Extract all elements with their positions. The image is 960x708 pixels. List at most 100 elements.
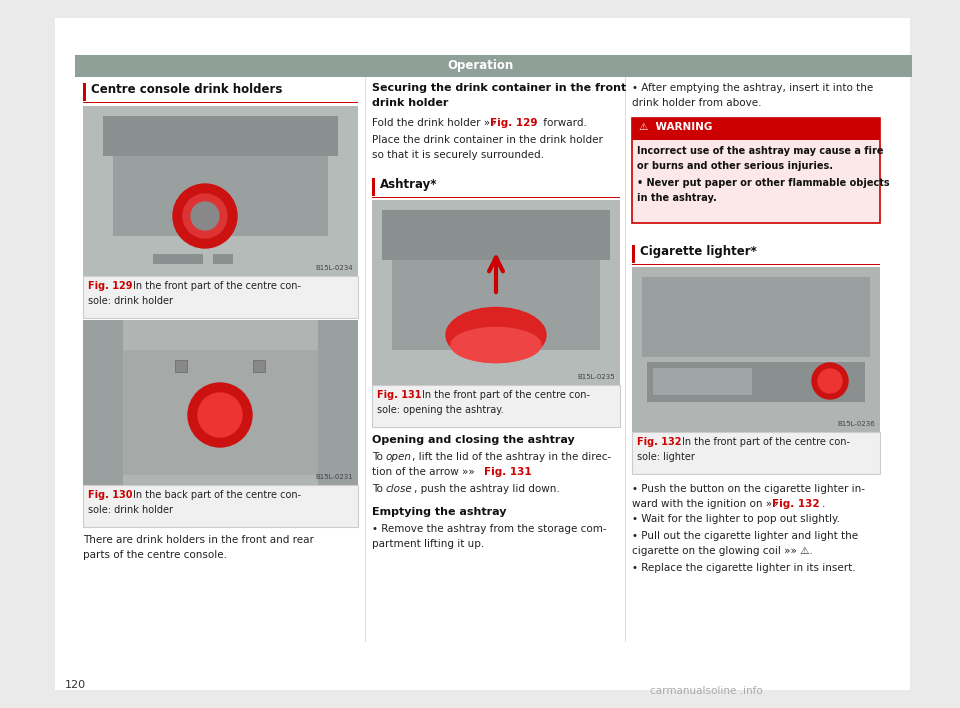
- Circle shape: [191, 202, 219, 230]
- Bar: [153, 254, 203, 264]
- Ellipse shape: [446, 307, 546, 362]
- Bar: [213, 254, 233, 264]
- Bar: [632, 118, 880, 223]
- Text: sole: lighter: sole: lighter: [637, 452, 695, 462]
- Text: In the front part of the centre con-: In the front part of the centre con-: [133, 281, 301, 291]
- Text: There are drink holders in the front and rear: There are drink holders in the front and…: [83, 535, 314, 545]
- Bar: [365, 77, 366, 642]
- Bar: [372, 197, 620, 198]
- Bar: [83, 320, 358, 485]
- Ellipse shape: [451, 328, 541, 362]
- Text: forward.: forward.: [540, 118, 587, 128]
- Text: parts of the centre console.: parts of the centre console.: [83, 550, 227, 560]
- Bar: [83, 320, 123, 485]
- Text: Operation: Operation: [446, 59, 514, 72]
- Bar: [642, 277, 870, 357]
- Text: • Push the button on the cigarette lighter in-: • Push the button on the cigarette light…: [632, 484, 865, 494]
- Text: B15L-0236: B15L-0236: [837, 421, 875, 427]
- Text: .: .: [822, 499, 826, 509]
- Bar: [253, 360, 265, 372]
- Text: To: To: [372, 452, 386, 462]
- Text: Fig. 131: Fig. 131: [484, 467, 532, 477]
- Bar: [318, 320, 358, 485]
- Text: Securing the drink container in the front: Securing the drink container in the fron…: [372, 83, 626, 93]
- Text: Emptying the ashtray: Emptying the ashtray: [372, 507, 507, 517]
- Bar: [83, 102, 358, 103]
- Text: in the ashtray.: in the ashtray.: [637, 193, 717, 203]
- Bar: [372, 200, 620, 385]
- Text: ⚠  WARNING: ⚠ WARNING: [639, 122, 712, 132]
- Text: Fig. 131: Fig. 131: [377, 390, 421, 400]
- Text: Incorrect use of the ashtray may cause a fire: Incorrect use of the ashtray may cause a…: [637, 146, 883, 156]
- Text: Centre console drink holders: Centre console drink holders: [91, 83, 282, 96]
- Text: so that it is securely surrounded.: so that it is securely surrounded.: [372, 150, 544, 160]
- Text: To: To: [372, 484, 386, 494]
- Text: close: close: [386, 484, 413, 494]
- Bar: [632, 267, 880, 432]
- Text: , push the ashtray lid down.: , push the ashtray lid down.: [414, 484, 560, 494]
- Text: • Remove the ashtray from the storage com-: • Remove the ashtray from the storage co…: [372, 524, 607, 534]
- Bar: [372, 178, 375, 196]
- Circle shape: [812, 363, 848, 399]
- Text: open: open: [386, 452, 412, 462]
- Text: or burns and other serious injuries.: or burns and other serious injuries.: [637, 161, 833, 171]
- Text: • Replace the cigarette lighter in its insert.: • Replace the cigarette lighter in its i…: [632, 563, 855, 573]
- Text: Fig. 132: Fig. 132: [637, 437, 682, 447]
- Circle shape: [183, 194, 227, 238]
- Bar: [83, 485, 358, 527]
- Text: Opening and closing the ashtray: Opening and closing the ashtray: [372, 435, 575, 445]
- Bar: [83, 83, 86, 101]
- Bar: [632, 432, 880, 474]
- Text: Fig. 132: Fig. 132: [772, 499, 820, 509]
- Text: • Pull out the cigarette lighter and light the: • Pull out the cigarette lighter and lig…: [632, 531, 858, 541]
- Bar: [382, 210, 610, 260]
- Bar: [625, 77, 626, 642]
- Bar: [113, 156, 328, 236]
- Circle shape: [173, 184, 237, 248]
- Bar: [392, 260, 600, 350]
- Bar: [652, 367, 752, 395]
- Bar: [83, 106, 358, 276]
- Text: B15L-0231: B15L-0231: [315, 474, 353, 480]
- Text: B15L-0235: B15L-0235: [577, 374, 615, 380]
- Circle shape: [188, 383, 252, 447]
- Text: drink holder from above.: drink holder from above.: [632, 98, 761, 108]
- Text: carmanualsoline .info: carmanualsoline .info: [650, 686, 763, 696]
- Bar: [75, 55, 912, 77]
- Bar: [175, 360, 187, 372]
- Text: • After emptying the ashtray, insert it into the: • After emptying the ashtray, insert it …: [632, 83, 874, 93]
- Text: Ashtray*: Ashtray*: [380, 178, 438, 191]
- Bar: [103, 116, 338, 156]
- Text: Place the drink container in the drink holder: Place the drink container in the drink h…: [372, 135, 603, 145]
- Text: Fig. 130: Fig. 130: [88, 490, 132, 500]
- Bar: [632, 245, 635, 263]
- Bar: [372, 385, 620, 427]
- Text: Fold the drink holder »»: Fold the drink holder »»: [372, 118, 500, 128]
- Text: 120: 120: [65, 680, 86, 690]
- Text: tion of the arrow »»: tion of the arrow »»: [372, 467, 478, 477]
- Text: B15L-0234: B15L-0234: [316, 265, 353, 271]
- Bar: [55, 18, 910, 690]
- Text: cigarette on the glowing coil »» ⚠.: cigarette on the glowing coil »» ⚠.: [632, 546, 813, 556]
- Bar: [83, 276, 358, 318]
- Bar: [632, 118, 880, 140]
- Text: In the front part of the centre con-: In the front part of the centre con-: [422, 390, 590, 400]
- Text: sole: opening the ashtray.: sole: opening the ashtray.: [377, 405, 504, 415]
- Text: ward with the ignition on »»: ward with the ignition on »»: [632, 499, 781, 509]
- Bar: [123, 350, 318, 475]
- Text: • Wait for the lighter to pop out slightly.: • Wait for the lighter to pop out slight…: [632, 514, 840, 524]
- Text: Cigarette lighter*: Cigarette lighter*: [640, 245, 756, 258]
- Text: drink holder: drink holder: [372, 98, 448, 108]
- Text: In the back part of the centre con-: In the back part of the centre con-: [133, 490, 301, 500]
- Bar: [632, 264, 880, 265]
- Text: sole: drink holder: sole: drink holder: [88, 296, 173, 306]
- Text: partment lifting it up.: partment lifting it up.: [372, 539, 484, 549]
- Text: In the front part of the centre con-: In the front part of the centre con-: [682, 437, 850, 447]
- Text: , lift the lid of the ashtray in the direc-: , lift the lid of the ashtray in the dir…: [412, 452, 612, 462]
- Bar: [647, 362, 865, 402]
- Circle shape: [198, 393, 242, 437]
- Text: sole: drink holder: sole: drink holder: [88, 505, 173, 515]
- Circle shape: [818, 369, 842, 393]
- Text: Fig. 129: Fig. 129: [88, 281, 132, 291]
- Text: Fig. 129: Fig. 129: [490, 118, 538, 128]
